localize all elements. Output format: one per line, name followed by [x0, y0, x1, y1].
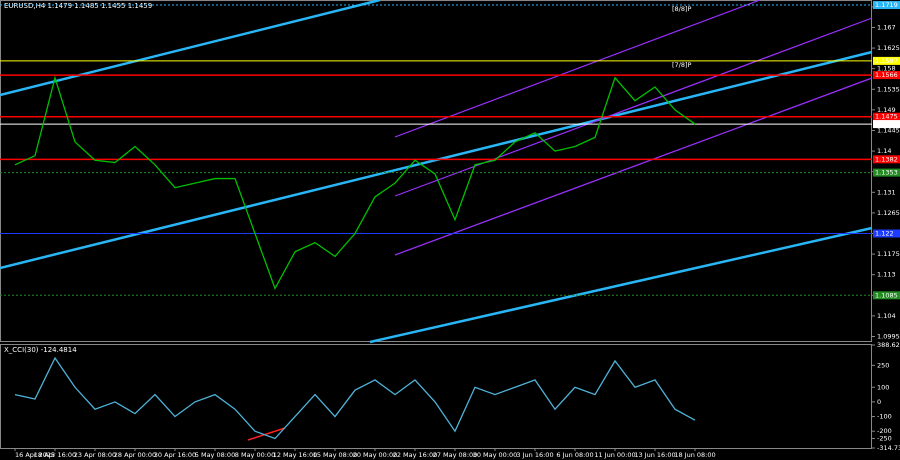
y-tick-label: 1.113: [877, 271, 896, 279]
x-tick-label: 13 Jun 16:00: [634, 451, 675, 459]
channel-line: [0, 0, 381, 97]
y-tick-label: 1.104: [877, 312, 896, 320]
level-tag-label: 1.1597: [875, 57, 898, 65]
x-tick-label: 6 Jun 08:00: [556, 451, 593, 459]
y-tick-label: 1.149: [877, 106, 896, 114]
x-tick-label: 18 Apr 16:00: [34, 451, 76, 459]
y-tick-label: 0: [877, 398, 881, 406]
x-tick-label: 22 May 16:00: [393, 451, 438, 459]
level-tag-label: 1.1085: [875, 291, 898, 299]
y-tick-label: 1.158: [877, 65, 896, 73]
price-title: EURUSD,H4 1.1479 1.1485 1.1455 1.1459: [4, 2, 152, 10]
level-tag: [873, 112, 900, 121]
x-tick-label: 12 May 16:00: [273, 451, 318, 459]
y-tick-label: 1.1625: [877, 44, 900, 52]
y-tick-label: -250: [877, 435, 892, 443]
x-tick-label: 16 Apr 2025: [15, 451, 55, 459]
y-tick-label: -314.734: [877, 444, 900, 452]
y-tick-label: 1.1445: [877, 126, 900, 134]
y-tick-label: 388.6237: [877, 341, 900, 349]
series-line: [14, 356, 696, 440]
x-tick-label: 18 Jun 08:00: [674, 451, 715, 459]
y-tick-label: 1.1265: [877, 209, 900, 217]
y-tick-label: 100: [877, 383, 889, 391]
y-tick-label: 1.1175: [877, 250, 900, 258]
y-tick-label: 1.131: [877, 188, 896, 196]
x-tick-label: 11 Jun 00:00: [594, 451, 635, 459]
x-tick-label: 28 Apr 00:00: [114, 451, 156, 459]
level-tag-label: 1.1459: [875, 120, 898, 128]
y-tick-label: 1.1535: [877, 85, 900, 93]
x-tick-label: 20 May 00:00: [353, 451, 398, 459]
y-tick-label: -200: [877, 427, 892, 435]
cci-frame: [0, 344, 872, 449]
regression-line: [394, 77, 873, 256]
level-tag: [873, 155, 900, 164]
level-tag: [873, 168, 900, 177]
channel-line: [369, 226, 873, 344]
level-label: [8/8]P: [672, 5, 692, 13]
level-tag: [873, 229, 900, 238]
level-tag: [873, 120, 900, 129]
level-label: [7/8]P: [672, 61, 692, 69]
regression-line: [394, 0, 761, 138]
level-tag-label: 1.1566: [875, 71, 898, 79]
series-line: [14, 75, 696, 291]
y-tick-label: 1.14: [877, 147, 891, 155]
y-tick-label: 1.0995: [877, 333, 900, 341]
x-tick-label: 8 May 00:00: [235, 451, 275, 459]
level-tag: [873, 71, 900, 80]
y-tick-label: 1.167: [877, 23, 896, 31]
x-tick-label: 5 May 08:00: [195, 451, 235, 459]
x-tick-label: 30 May 00:00: [473, 451, 518, 459]
x-tick-label: 30 Apr 16:00: [154, 451, 196, 459]
y-tick-label: -100: [877, 413, 892, 421]
x-tick-label: 27 May 08:00: [433, 451, 478, 459]
level-tag-label: 1.1719: [875, 1, 898, 9]
level-tag-label: 1.122: [875, 229, 894, 237]
x-tick-label: 15 May 08:00: [313, 451, 358, 459]
price-frame: [0, 0, 872, 342]
level-tag: [873, 291, 900, 300]
x-tick-label: 3 Jun 16:00: [516, 451, 553, 459]
level-tag-label: 1.1475: [875, 113, 898, 121]
y-tick-label: 250: [877, 361, 889, 369]
level-tag-label: 1.1353: [875, 169, 898, 177]
level-tag: [873, 1, 900, 10]
level-tag-label: 1.1382: [875, 155, 898, 163]
cci-title: X_CCI(30) -124.4814: [4, 346, 77, 354]
x-tick-label: 23 Apr 08:00: [74, 451, 116, 459]
divergence-line: [247, 427, 286, 441]
level-tag: [873, 56, 900, 65]
